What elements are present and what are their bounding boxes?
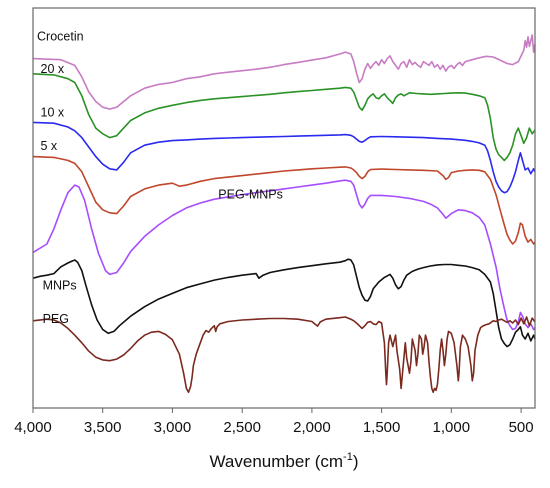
series-line-10-x <box>32 121 536 194</box>
x-tick-label: 500 <box>509 419 534 436</box>
series-layer <box>32 34 536 393</box>
x-tick-label: 2,500 <box>223 419 261 436</box>
series-label-10-x: 10 x <box>41 106 65 120</box>
series-label-5-x: 5 x <box>41 139 58 153</box>
series-line-20-x <box>32 73 536 162</box>
x-axis-title-superscript: -1 <box>343 451 353 463</box>
series-line-peg-mnps <box>32 179 536 331</box>
series-label-peg-mnps: PEG-MNPs <box>218 187 283 201</box>
series-label-mnps: MNPs <box>43 279 77 293</box>
series-line-crocetin <box>32 34 536 110</box>
x-tick-label: 4,000 <box>14 419 52 436</box>
x-tick-label: 1,500 <box>363 419 401 436</box>
x-tick-label: 3,500 <box>84 419 122 436</box>
x-axis-ticks: 4,000 3,500 3,000 2,500 2,000 1,500 1,000 500 <box>14 408 534 436</box>
x-axis-title: Wavenumber (cm-1) <box>210 451 359 471</box>
series-line-peg <box>32 316 536 393</box>
series-label-crocetin: Crocetin <box>37 30 84 44</box>
x-axis-title-main: Wavenumber (cm <box>210 452 344 471</box>
x-tick-label: 3,000 <box>154 419 192 436</box>
series-label-20-x: 20 x <box>41 62 65 76</box>
x-tick-label: 2,000 <box>293 419 331 436</box>
series-line-mnps <box>32 258 536 348</box>
x-tick-label: 1,000 <box>433 419 471 436</box>
x-axis-title-suffix: ) <box>353 452 359 471</box>
series-labels: Crocetin 20 x 10 x 5 x PEG-MNPs MNPs PEG <box>37 30 283 326</box>
series-label-peg: PEG <box>43 312 69 326</box>
plot-frame <box>32 7 536 409</box>
series-line-5-x <box>32 155 536 245</box>
